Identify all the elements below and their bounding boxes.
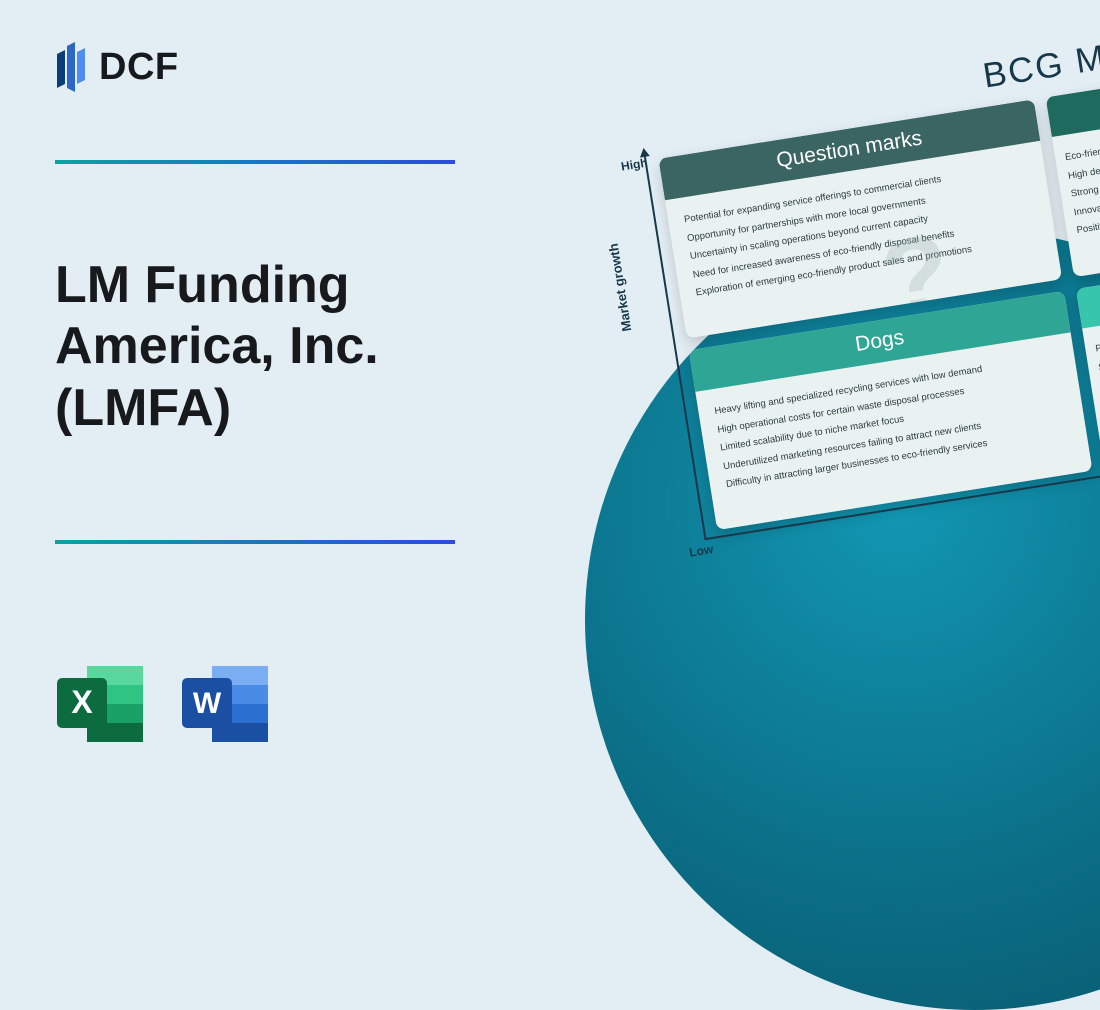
divider-bottom: [55, 540, 455, 544]
divider-top: [55, 160, 455, 164]
word-icon: W: [180, 660, 275, 750]
excel-letter: X: [71, 684, 93, 720]
excel-icon: X: [55, 660, 150, 750]
page-title: LM Funding America, Inc. (LMFA): [55, 255, 505, 439]
y-axis-label: Market growth: [606, 242, 635, 332]
app-icons: X W: [55, 660, 275, 750]
word-letter: W: [193, 687, 222, 720]
bcg-matrix: BCG MATRIX High Low Market growth Market…: [615, 15, 1100, 536]
logo-bars-icon: [55, 40, 89, 94]
y-axis-high-label: High: [620, 156, 649, 174]
brand-name: DCF: [99, 46, 179, 89]
brand-logo: DCF: [55, 40, 179, 94]
